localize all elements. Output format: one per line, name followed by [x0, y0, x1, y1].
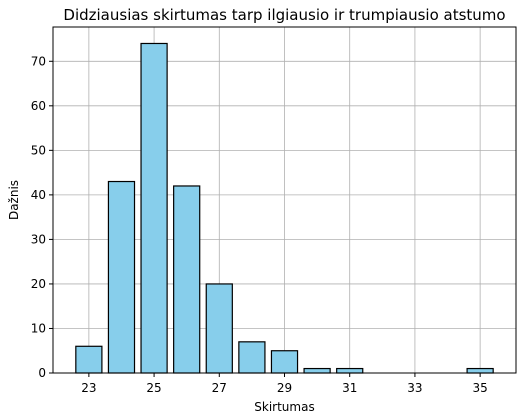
y-tick-label: 20: [31, 277, 46, 291]
y-tick-label: 50: [31, 143, 46, 157]
y-tick-label: 70: [31, 54, 46, 68]
bar-23: [75, 345, 103, 374]
bar-25: [140, 42, 168, 374]
bar-26: [173, 185, 201, 374]
x-tick-label: 35: [472, 381, 487, 395]
chart-title: Didziausias skirtumas tarp ilgiausio ir …: [63, 6, 505, 24]
bar-29: [270, 350, 299, 374]
bar-28: [238, 341, 266, 374]
x-axis-label: Skirtumas: [254, 400, 314, 414]
ticks: 23 25 27 29 31 33 35 0 10 20 30 40 50 60 70: [31, 54, 488, 395]
bar-27: [205, 283, 233, 374]
x-tick-label: 27: [212, 381, 227, 395]
bar-31: [336, 367, 364, 374]
y-axis-label: Dažnis: [7, 180, 21, 220]
x-tick-label: 31: [342, 381, 357, 395]
x-tick-label: 33: [407, 381, 422, 395]
x-tick-label: 23: [81, 381, 96, 395]
x-tick-label: 25: [146, 381, 161, 395]
bar-24: [107, 180, 136, 374]
y-tick-label: 30: [31, 232, 46, 246]
y-tick-label: 40: [31, 188, 46, 202]
bar-30: [303, 367, 331, 374]
y-tick-label: 0: [38, 366, 46, 380]
x-tick-label: 29: [277, 381, 292, 395]
bar-35: [466, 367, 494, 374]
y-tick-label: 60: [31, 99, 46, 113]
y-tick-label: 10: [31, 321, 46, 335]
bars: [75, 42, 494, 374]
